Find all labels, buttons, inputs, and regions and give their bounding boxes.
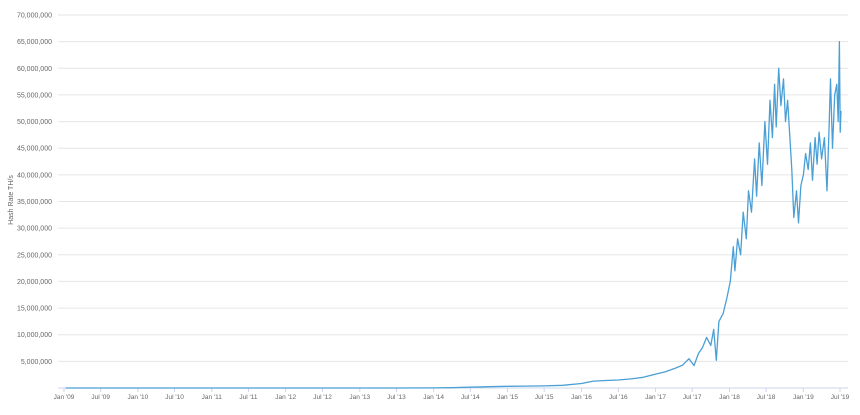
x-tick-label: Jan '13 [349,394,370,401]
y-tick-label: 50,000,000 [17,119,52,126]
x-tick-label: Jul '12 [313,394,332,401]
x-tick-label: Jan '10 [128,394,149,401]
x-tick-label: Jul '17 [683,394,702,401]
y-tick-label: 40,000,000 [17,172,52,179]
x-tick-label: Jan '15 [497,394,518,401]
y-tick-label: 55,000,000 [17,92,52,99]
x-tick-label: Jul '19 [831,394,850,401]
x-tick-label: Jan '19 [793,394,814,401]
x-tick-label: Jul '11 [239,394,257,401]
x-tick-label: Jan '11 [202,394,223,401]
x-tick-label: Jan '17 [645,394,666,401]
y-tick-label: 35,000,000 [17,199,52,206]
x-tick-label: Jan '14 [423,394,444,401]
x-tick-label: Jul '13 [387,394,406,401]
y-tick-label: 60,000,000 [17,66,52,73]
x-axis-ticks: Jan '09 Jul '09 Jan '10 Jul '10 Jan '11 Jul '… [54,388,850,401]
y-tick-label: 25,000,000 [17,252,52,259]
x-tick-label: Jul '10 [165,394,184,401]
x-tick-label: Jan '16 [571,394,592,401]
x-tick-label: Jan '18 [719,394,740,401]
y-tick-label: 30,000,000 [17,226,52,233]
x-tick-label: Jan '09 [54,394,75,401]
x-tick-label: Jul '16 [609,394,628,401]
gridlines [58,14,848,362]
y-tick-label: 15,000,000 [17,306,52,313]
y-tick-label: 5,000,000 [21,359,52,366]
y-tick-label: 70,000,000 [17,13,52,20]
y-tick-label: 45,000,000 [17,146,52,153]
y-axis-label: Hash Rate TH/s [8,175,15,225]
y-axis-ticks: 5,000,000 10,000,000 15,000,000 20,000,000 2… [17,13,52,366]
y-tick-label: 10,000,000 [17,332,52,339]
x-tick-label: Jul '15 [535,394,554,401]
x-tick-label: Jul '14 [461,394,480,401]
y-tick-label: 65,000,000 [17,39,52,46]
x-tick-label: Jul '18 [757,394,776,401]
x-tick-label: Jan '12 [275,394,296,401]
y-tick-label: 20,000,000 [17,279,52,286]
x-tick-label: Jul '09 [91,394,110,401]
hash-rate-line [65,40,842,389]
